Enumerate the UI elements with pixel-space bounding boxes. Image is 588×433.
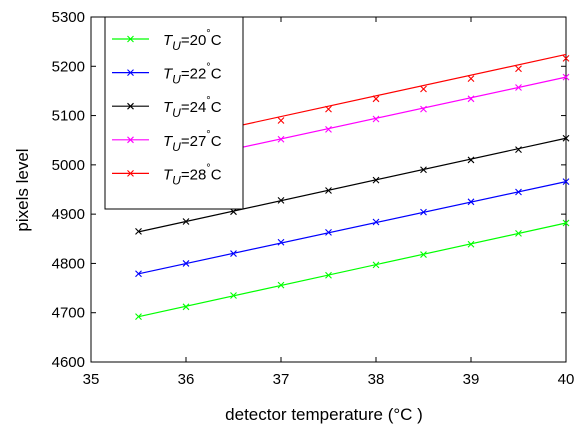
y-tick-label: 5100: [52, 108, 85, 125]
data-point-marker: [515, 146, 522, 153]
series-layer: [135, 53, 570, 321]
y-tick-label: 4900: [52, 206, 85, 223]
legend-marker: [127, 170, 134, 177]
series-3: [135, 134, 570, 235]
x-tick-label: 40: [558, 371, 575, 388]
data-point-marker: [230, 208, 237, 216]
y-tick-label: 4800: [52, 255, 85, 272]
y-tick-label: 4700: [52, 305, 85, 322]
data-point-marker: [420, 105, 427, 113]
data-point-marker: [372, 115, 380, 123]
data-point-marker: [230, 250, 237, 257]
x-tick-label: 36: [178, 371, 195, 388]
data-point-marker: [182, 303, 190, 311]
x-tick-label: 35: [83, 371, 100, 388]
data-point-marker: [562, 73, 570, 81]
data-point-marker: [325, 125, 332, 133]
data-point-marker: [420, 166, 427, 174]
series-1: [135, 219, 570, 321]
y-tick-label: 4600: [52, 354, 85, 371]
data-point-marker: [420, 251, 427, 258]
legend-entry: TU=22°C: [112, 62, 222, 87]
data-point-marker: [515, 229, 522, 237]
y-axis: 4600 4700 4800 4900 5000 5100 5200 5300: [52, 9, 566, 371]
data-point-marker: [325, 271, 332, 279]
data-point-marker: [277, 196, 285, 204]
data-point-marker: [467, 75, 475, 82]
series-fit-line: [138, 222, 567, 318]
data-point-marker: [277, 238, 285, 246]
data-point-marker: [515, 65, 522, 73]
legend-marker: [127, 102, 134, 110]
x-axis-label: detector temperature (°C ): [225, 405, 423, 424]
data-point-marker: [277, 135, 285, 143]
data-point-marker: [182, 218, 190, 225]
data-point-marker: [562, 134, 570, 142]
data-point-marker: [467, 198, 475, 206]
legend-label: TU=22°C: [163, 62, 222, 87]
legend: TU=20°C TU=22°C TU=24°C TU=27°C TU=28°C: [104, 16, 244, 210]
data-point-marker: [515, 84, 522, 91]
data-point-marker: [230, 292, 237, 299]
data-point-marker: [420, 208, 427, 216]
x-tick-label: 39: [463, 371, 480, 388]
data-point-marker: [325, 187, 332, 194]
data-point-marker: [135, 228, 142, 235]
series-fit-line: [138, 137, 567, 233]
data-point-marker: [135, 270, 142, 278]
legend-marker: [127, 35, 134, 43]
legend-entry: TU=27°C: [112, 129, 222, 154]
data-point-marker: [562, 55, 570, 62]
data-point-marker: [372, 176, 380, 184]
y-axis-label: pixels level: [13, 148, 32, 231]
data-point-marker: [277, 281, 285, 289]
legend-entry: TU=20°C: [112, 28, 222, 53]
legend-label: TU=20°C: [163, 28, 222, 53]
legend-marker: [127, 69, 134, 76]
data-point-marker: [515, 188, 522, 196]
data-point-marker: [467, 95, 475, 103]
legend-label: TU=24°C: [163, 95, 222, 120]
legend-entry: TU=24°C: [112, 95, 222, 120]
x-tick-label: 37: [273, 371, 290, 388]
x-tick-label: 38: [368, 371, 385, 388]
series-fit-line: [138, 181, 567, 275]
legend-marker: [127, 136, 134, 144]
data-point-marker: [372, 261, 380, 269]
data-point-marker: [277, 117, 285, 124]
y-tick-label: 5300: [52, 9, 85, 26]
data-point-marker: [135, 313, 142, 321]
y-tick-label: 5200: [52, 58, 85, 75]
data-point-marker: [182, 260, 190, 267]
y-tick-label: 5000: [52, 157, 85, 174]
legend-entry: TU=28°C: [112, 162, 222, 187]
data-point-marker: [562, 178, 570, 186]
x-axis: 35 36 37 38 39 40: [83, 17, 575, 388]
legend-label: TU=28°C: [163, 162, 222, 187]
data-point-marker: [325, 105, 332, 113]
data-point-marker: [372, 218, 380, 226]
series-2: [135, 178, 570, 278]
data-point-marker: [372, 95, 380, 103]
data-point-marker: [467, 156, 475, 164]
data-point-marker: [420, 85, 427, 93]
legend-label: TU=27°C: [163, 129, 222, 154]
legend-box: [104, 16, 244, 210]
data-point-marker: [467, 240, 475, 248]
data-point-marker: [325, 228, 332, 236]
data-point-marker: [562, 219, 570, 227]
